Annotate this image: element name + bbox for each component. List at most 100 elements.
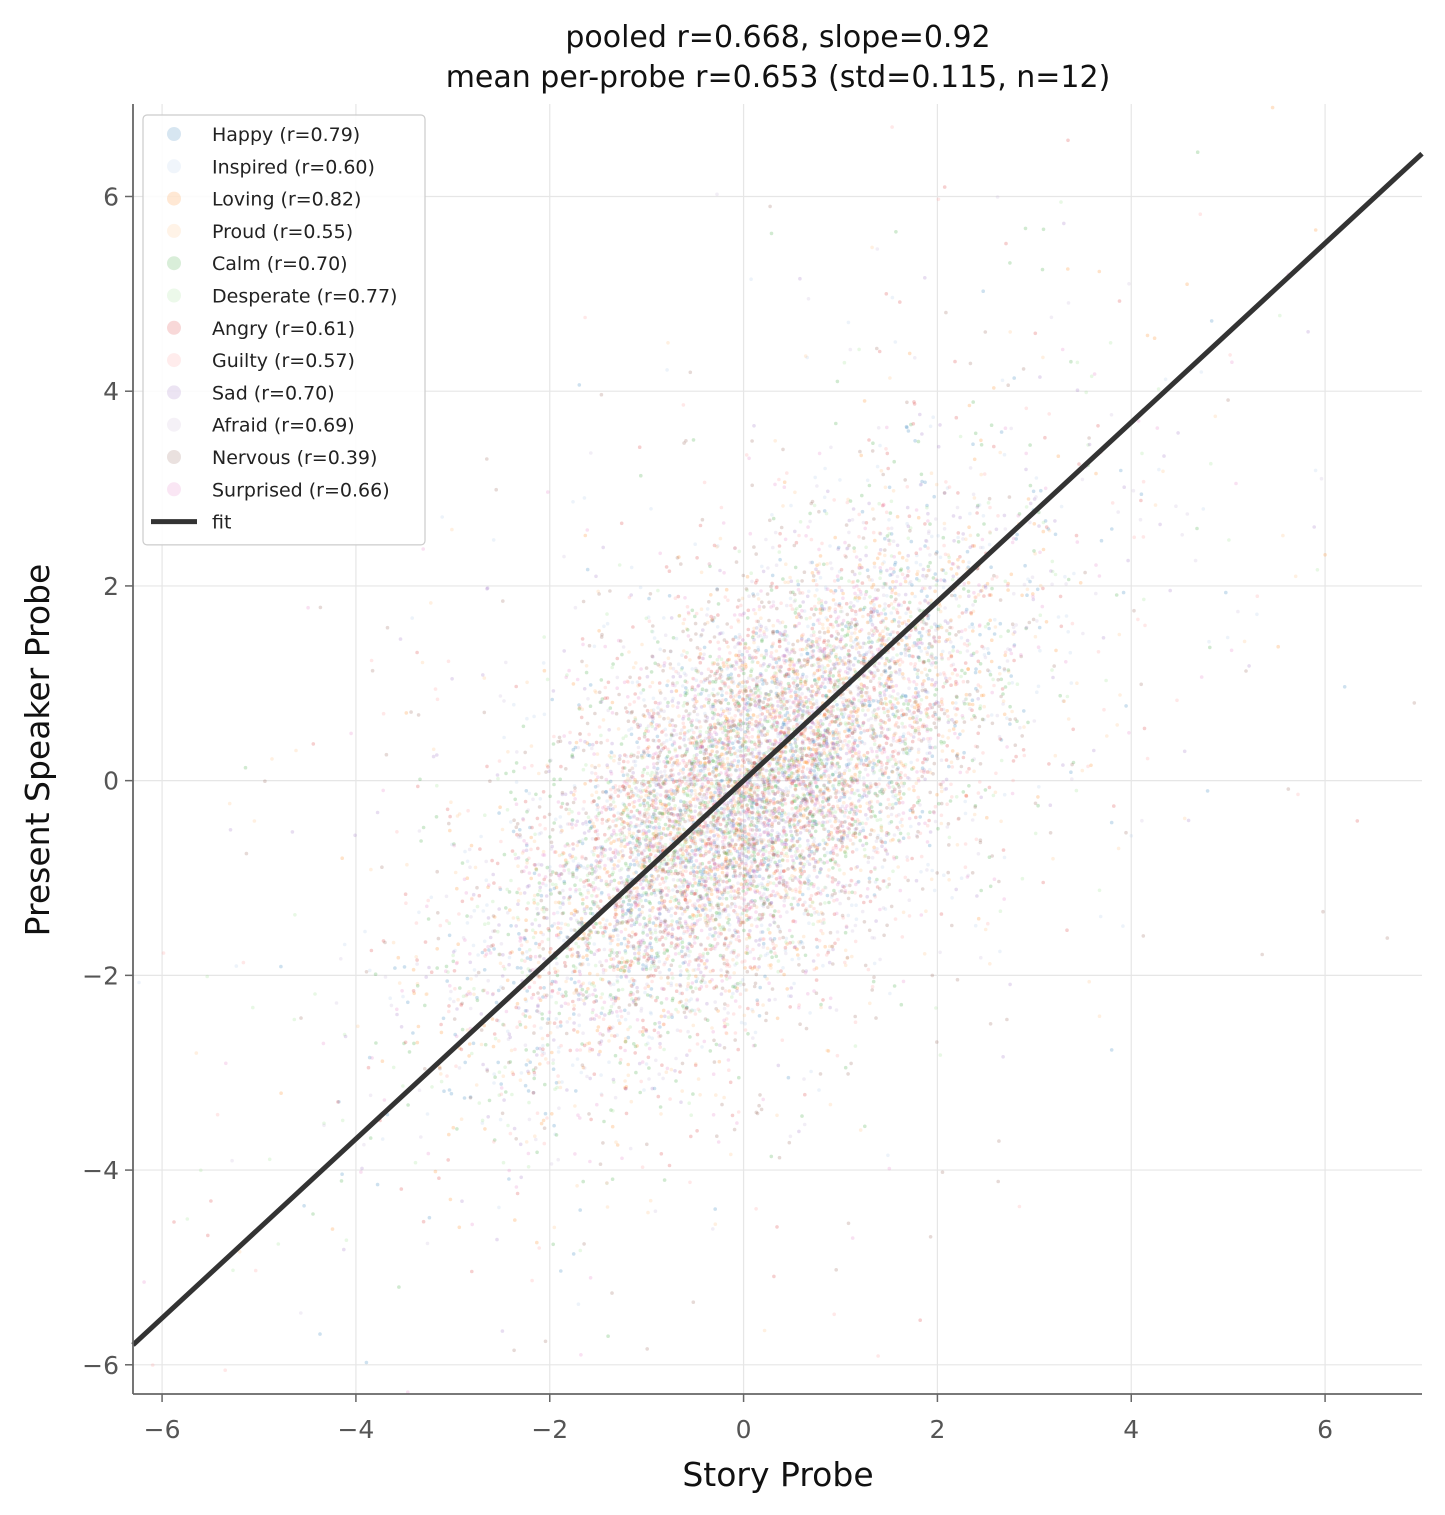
data-point [679, 949, 684, 954]
data-point [926, 564, 931, 569]
data-point [427, 1215, 432, 1220]
data-point [903, 643, 908, 648]
data-point [469, 843, 474, 848]
data-point [506, 750, 510, 754]
data-point [988, 884, 993, 889]
data-point [607, 1060, 611, 1064]
data-point [729, 858, 733, 863]
data-point [718, 726, 723, 731]
data-point [391, 940, 396, 945]
data-point [729, 810, 734, 815]
data-point [871, 979, 876, 984]
data-point [574, 740, 579, 745]
data-point [808, 616, 812, 620]
data-point [599, 678, 604, 682]
data-point [1002, 792, 1007, 797]
data-point [607, 1039, 611, 1043]
data-point [888, 586, 892, 590]
data-point [822, 562, 826, 567]
data-point [954, 795, 959, 799]
data-point [764, 816, 768, 821]
data-point [782, 480, 787, 485]
data-point [797, 837, 802, 841]
data-point [509, 820, 513, 824]
data-point [610, 1177, 615, 1181]
data-point [955, 843, 960, 847]
data-point [762, 656, 766, 661]
data-point [479, 1042, 484, 1047]
data-point [645, 993, 650, 997]
data-point [524, 1048, 528, 1052]
data-point [487, 1098, 492, 1103]
data-point [1227, 538, 1231, 542]
data-point [610, 751, 614, 755]
data-point [834, 421, 838, 426]
data-point [578, 878, 583, 882]
data-point [892, 984, 897, 988]
data-point [886, 775, 891, 780]
data-point [571, 500, 575, 504]
data-point [388, 996, 393, 1000]
data-point [666, 794, 671, 798]
data-point [742, 928, 746, 933]
data-point [632, 862, 637, 867]
data-point [817, 562, 822, 566]
data-point [750, 816, 755, 820]
data-point [1041, 355, 1045, 360]
data-point [936, 624, 941, 629]
data-point [687, 729, 691, 733]
data-point [898, 568, 903, 573]
data-point [902, 702, 906, 706]
data-point [557, 1080, 561, 1085]
data-point [687, 858, 691, 863]
data-point [989, 713, 994, 717]
data-point [618, 1021, 622, 1026]
data-point [608, 936, 612, 941]
data-point [472, 992, 476, 997]
data-point [624, 734, 628, 738]
data-point [1209, 461, 1213, 466]
data-point [675, 758, 680, 763]
data-point [1069, 681, 1074, 685]
data-point [862, 399, 867, 403]
data-point [608, 993, 613, 997]
data-point [800, 1114, 804, 1118]
data-point [839, 712, 844, 716]
data-point [562, 938, 566, 943]
data-point [961, 729, 965, 733]
data-point [719, 806, 724, 811]
data-point [545, 1043, 550, 1047]
data-point [374, 1041, 378, 1045]
data-point [572, 1012, 576, 1016]
data-point [827, 900, 831, 905]
data-point [740, 833, 745, 838]
data-point [939, 821, 944, 826]
data-point [557, 1011, 562, 1016]
data-point [1066, 630, 1070, 634]
data-point [973, 599, 977, 603]
data-point [729, 820, 734, 825]
data-point [1208, 645, 1212, 650]
data-point [636, 914, 641, 918]
data-point [978, 704, 983, 708]
data-point [879, 828, 883, 832]
data-point [708, 932, 712, 937]
data-point [597, 796, 601, 800]
data-point [532, 893, 537, 898]
data-point [647, 920, 652, 924]
data-point [1002, 855, 1007, 860]
data-point [745, 574, 750, 579]
data-point [891, 869, 895, 874]
data-point [1056, 454, 1061, 459]
data-point [662, 1178, 667, 1182]
data-point [965, 549, 970, 554]
data-point [1075, 681, 1079, 685]
data-point [958, 434, 963, 439]
data-point [1153, 503, 1158, 507]
data-point [717, 754, 721, 759]
data-point [369, 867, 373, 872]
data-point [1201, 507, 1206, 511]
data-point [818, 870, 822, 875]
data-point [406, 1000, 410, 1005]
data-point [813, 829, 818, 834]
